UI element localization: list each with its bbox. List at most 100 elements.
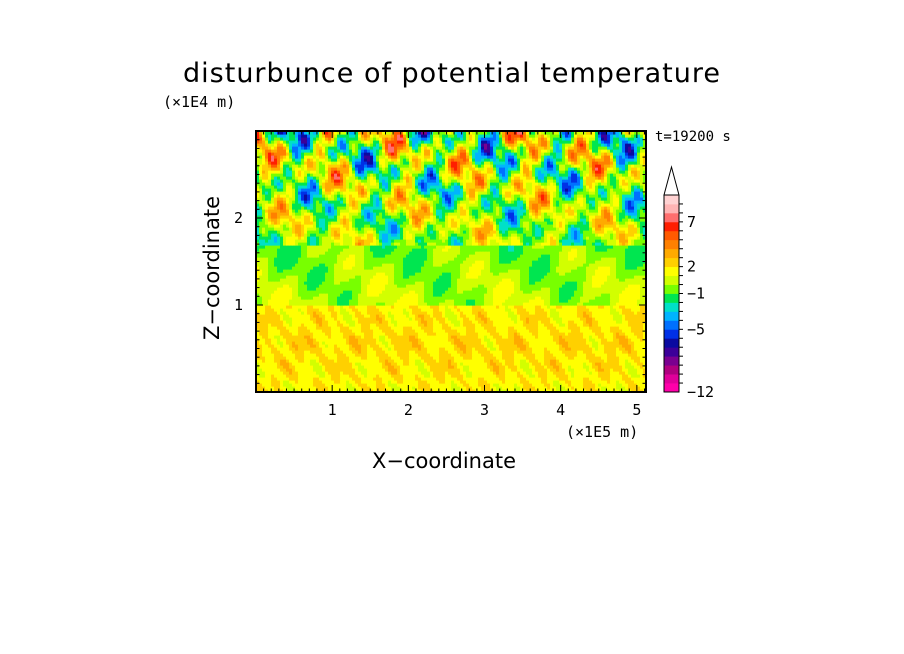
field-cell (406, 341, 410, 345)
field-cell (277, 356, 281, 360)
field-cell (313, 389, 317, 393)
field-cell (598, 389, 602, 393)
field-cell (358, 335, 362, 339)
field-cell (397, 299, 401, 303)
field-cell (370, 323, 374, 327)
field-cell (367, 299, 371, 303)
field-cell (295, 284, 299, 288)
field-cell (544, 302, 548, 306)
field-cell (451, 314, 455, 318)
field-cell (478, 287, 482, 291)
field-cell (256, 350, 260, 354)
field-cell (580, 350, 584, 354)
field-cell (331, 314, 335, 318)
field-cell (373, 338, 377, 342)
field-cell (331, 380, 335, 384)
field-cell (391, 323, 395, 327)
field-cell (412, 335, 416, 339)
field-cell (298, 368, 302, 372)
field-cell (325, 275, 329, 279)
field-cell (325, 389, 329, 393)
field-cell (574, 332, 578, 336)
field-cell (346, 281, 350, 285)
field-cell (397, 323, 401, 327)
field-cell (379, 335, 383, 339)
field-cell (547, 278, 551, 282)
field-cell (547, 311, 551, 315)
field-cell (460, 296, 464, 300)
field-cell (604, 341, 608, 345)
field-cell (592, 359, 596, 363)
field-cell (640, 335, 644, 339)
field-cell (574, 287, 578, 291)
field-cell (304, 365, 308, 369)
field-cell (574, 302, 578, 306)
field-cell (622, 332, 626, 336)
field-cell (634, 308, 638, 312)
field-cell (442, 302, 446, 306)
field-cell (553, 302, 557, 306)
field-cell (268, 287, 272, 291)
field-cell (532, 353, 536, 357)
field-cell (280, 278, 284, 282)
field-cell (466, 377, 470, 381)
field-cell (472, 287, 476, 291)
field-cell (313, 281, 317, 285)
field-cell (328, 350, 332, 354)
field-cell (331, 356, 335, 360)
field-cell (493, 293, 497, 297)
field-cell (292, 314, 296, 318)
field-cell (463, 287, 467, 291)
field-cell (331, 341, 335, 345)
field-cell (268, 383, 272, 387)
field-cell (298, 308, 302, 312)
field-cell (259, 380, 263, 384)
field-cell (403, 335, 407, 339)
field-cell (526, 365, 530, 369)
field-cell (340, 365, 344, 369)
field-cell (373, 299, 377, 303)
field-cell (580, 368, 584, 372)
field-cell (457, 338, 461, 342)
field-cell (325, 293, 329, 297)
field-cell (472, 293, 476, 297)
field-cell (574, 281, 578, 285)
field-cell (547, 365, 551, 369)
field-cell (640, 320, 644, 324)
field-cell (508, 365, 512, 369)
field-cell (562, 377, 566, 381)
field-cell (535, 326, 539, 330)
field-cell (394, 386, 398, 390)
field-cell (430, 329, 434, 333)
field-cell (544, 383, 548, 387)
field-cell (589, 386, 593, 390)
field-cell (643, 356, 647, 360)
field-cell (574, 311, 578, 315)
field-cell (457, 308, 461, 312)
field-cell (259, 326, 263, 330)
field-cell (475, 362, 479, 366)
field-cell (538, 368, 542, 372)
field-cell (352, 326, 356, 330)
field-cell (472, 308, 476, 312)
field-cell (595, 323, 599, 327)
field-cell (268, 305, 272, 309)
field-cell (283, 377, 287, 381)
field-cell (400, 332, 404, 336)
field-cell (640, 284, 644, 288)
field-cell (478, 359, 482, 363)
field-cell (598, 362, 602, 366)
field-cell (628, 350, 632, 354)
field-cell (310, 335, 314, 339)
field-cell (466, 359, 470, 363)
field-cell (265, 278, 269, 282)
field-cell (448, 302, 452, 306)
field-cell (274, 368, 278, 372)
field-cell (514, 341, 518, 345)
field-cell (460, 341, 464, 345)
field-cell (583, 377, 587, 381)
field-cell (295, 299, 299, 303)
field-cell (307, 311, 311, 315)
field-cell (337, 281, 341, 285)
field-cell (544, 344, 548, 348)
